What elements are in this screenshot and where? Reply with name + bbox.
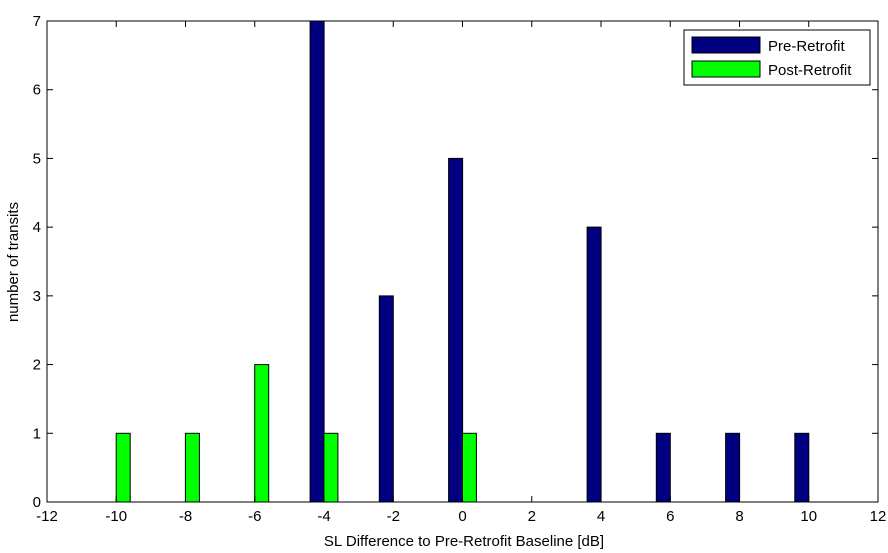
y-tick-label: 3 [33,288,41,305]
x-tick-label: 4 [597,508,605,525]
bars [115,20,810,503]
y-tick-label: 1 [33,425,41,442]
x-tick-label: -12 [36,508,58,525]
x-axis-title: SL Difference to Pre-Retrofit Baseline [… [324,533,604,550]
y-tick-label: 2 [33,357,41,374]
legend: Pre-Retrofit Post-Retrofit [683,29,871,86]
y-tick-label: 5 [33,150,41,167]
x-tick-label: -4 [317,508,330,525]
x-tick-label: 6 [666,508,674,525]
x-tick-label: -6 [248,508,261,525]
legend-label-post: Post-Retrofit [768,62,852,79]
legend-swatch-post [691,60,761,78]
bar-pre-6 [794,432,810,503]
bar-pre-2 [448,157,464,503]
x-tick-label: 8 [735,508,743,525]
x-tick-label: -10 [105,508,127,525]
legend-label-pre: Pre-Retrofit [768,38,846,55]
bar-post-4 [461,432,477,503]
x-tick-label: -8 [179,508,192,525]
bar-post-3 [323,432,339,503]
bar-post-1 [184,432,200,503]
bar-pre-0 [309,20,325,503]
y-tick-label: 6 [33,82,41,99]
y-axis-ticks: 0 1 2 3 4 5 6 7 [33,13,878,511]
bar-pre-1 [378,295,394,503]
bar-pre-5 [725,432,741,503]
x-tick-label: 12 [870,508,887,525]
y-tick-label: 0 [33,494,41,511]
x-tick-label: 0 [458,508,466,525]
bar-pre-3 [586,226,602,503]
bar-post-0 [115,432,131,503]
x-tick-label: -2 [387,508,400,525]
bar-post-2 [254,364,270,503]
y-tick-label: 4 [33,219,41,236]
legend-swatch-pre [691,36,761,54]
y-axis-title: number of transits [5,202,22,322]
y-tick-label: 7 [33,13,41,30]
bar-pre-4 [655,432,671,503]
x-axis-ticks: -12 -10 -8 -6 -4 -2 0 2 4 6 8 10 12 [36,21,886,525]
x-tick-label: 10 [800,508,817,525]
x-tick-label: 2 [528,508,536,525]
